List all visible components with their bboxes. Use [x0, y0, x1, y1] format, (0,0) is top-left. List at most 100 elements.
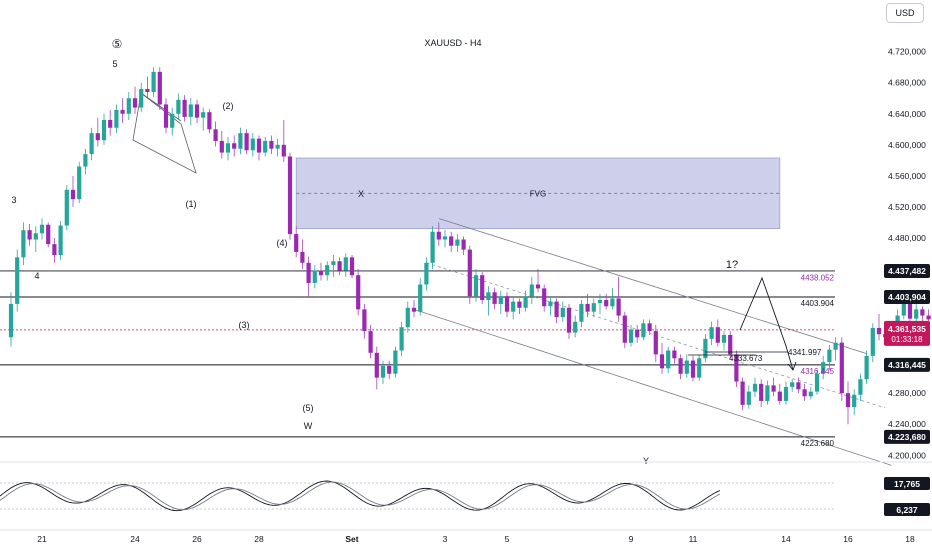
candle[interactable]: [566, 303, 572, 339]
candle[interactable]: [554, 298, 559, 324]
candle[interactable]: [77, 161, 82, 204]
candle[interactable]: [827, 345, 832, 370]
candle[interactable]: [393, 346, 398, 378]
candle[interactable]: [151, 67, 156, 97]
candle[interactable]: [622, 311, 627, 349]
candle[interactable]: [715, 319, 720, 347]
candle[interactable]: [709, 321, 714, 346]
candle[interactable]: [281, 119, 286, 162]
candle[interactable]: [411, 300, 417, 318]
candle[interactable]: [207, 109, 212, 134]
candle[interactable]: [690, 355, 696, 382]
candle[interactable]: [188, 98, 193, 126]
candle[interactable]: [560, 301, 565, 322]
candle[interactable]: [864, 350, 869, 384]
candle[interactable]: [517, 298, 522, 315]
channel-upper[interactable]: [438, 218, 867, 354]
candle[interactable]: [461, 236, 466, 256]
candle[interactable]: [114, 104, 119, 134]
candle[interactable]: [728, 331, 733, 359]
osc-line-d[interactable]: [0, 481, 721, 511]
candle[interactable]: [52, 237, 57, 263]
candle[interactable]: [27, 223, 32, 246]
candle[interactable]: [349, 255, 355, 279]
candle[interactable]: [89, 127, 94, 161]
candle[interactable]: [480, 272, 485, 304]
candle[interactable]: [8, 292, 14, 347]
candle[interactable]: [325, 261, 330, 281]
candle[interactable]: [225, 137, 231, 161]
candle[interactable]: [201, 107, 206, 131]
candle[interactable]: [306, 256, 311, 297]
candle[interactable]: [145, 76, 150, 99]
candle[interactable]: [467, 245, 472, 304]
candle[interactable]: [126, 92, 131, 120]
candle[interactable]: [504, 292, 510, 318]
candle[interactable]: [58, 220, 63, 260]
candle[interactable]: [343, 253, 348, 277]
candle[interactable]: [15, 249, 20, 312]
candle[interactable]: [783, 381, 789, 405]
candle[interactable]: [746, 385, 751, 409]
candle[interactable]: [777, 383, 782, 405]
candle[interactable]: [244, 129, 249, 155]
candle[interactable]: [579, 300, 584, 328]
time-axis[interactable]: 21242628Set3591114161821232528: [0, 529, 932, 544]
projection-path[interactable]: [739, 276, 794, 371]
osc-line-k[interactable]: [0, 480, 721, 512]
candle[interactable]: [163, 98, 169, 134]
currency-button[interactable]: USD: [886, 3, 924, 23]
candle[interactable]: [331, 255, 336, 277]
candle[interactable]: [858, 373, 863, 401]
candle[interactable]: [814, 369, 820, 395]
candle[interactable]: [21, 222, 26, 266]
candle[interactable]: [666, 346, 671, 373]
candle[interactable]: [120, 98, 125, 124]
candle[interactable]: [771, 377, 776, 397]
candle[interactable]: [684, 354, 689, 378]
candle[interactable]: [219, 130, 224, 159]
candle[interactable]: [765, 380, 770, 405]
candle[interactable]: [790, 379, 795, 392]
candle[interactable]: [287, 152, 293, 240]
candle[interactable]: [870, 323, 875, 363]
candle[interactable]: [573, 315, 578, 338]
candle[interactable]: [275, 138, 280, 157]
candle[interactable]: [597, 293, 603, 315]
candle[interactable]: [876, 314, 882, 341]
candle[interactable]: [511, 296, 516, 320]
candle[interactable]: [139, 82, 144, 113]
candle[interactable]: [802, 383, 807, 401]
candle[interactable]: [318, 262, 324, 281]
candle[interactable]: [436, 222, 441, 246]
candle[interactable]: [176, 93, 181, 120]
candle[interactable]: [616, 276, 621, 322]
candle[interactable]: [263, 137, 268, 157]
candle[interactable]: [610, 288, 615, 310]
candle[interactable]: [157, 67, 162, 110]
descending-channel[interactable]: [413, 218, 892, 466]
candle[interactable]: [498, 290, 503, 315]
candle[interactable]: [759, 379, 764, 408]
candle[interactable]: [368, 324, 373, 359]
candle[interactable]: [46, 222, 51, 248]
candle[interactable]: [101, 113, 107, 145]
candle[interactable]: [542, 284, 547, 312]
candle[interactable]: [213, 121, 218, 147]
candle[interactable]: [300, 239, 305, 269]
candle[interactable]: [380, 360, 386, 384]
candle[interactable]: [653, 324, 658, 363]
candle[interactable]: [852, 389, 857, 415]
candle[interactable]: [132, 86, 138, 114]
candle[interactable]: [523, 290, 528, 312]
candle[interactable]: [170, 107, 175, 136]
candle[interactable]: [269, 135, 274, 155]
candle[interactable]: [628, 324, 634, 347]
candle[interactable]: [424, 257, 429, 291]
candle[interactable]: [238, 127, 243, 155]
candle[interactable]: [250, 133, 255, 157]
candle[interactable]: [95, 117, 100, 147]
candle[interactable]: [635, 324, 640, 343]
candle[interactable]: [734, 350, 739, 387]
channel-lower[interactable]: [413, 308, 892, 466]
